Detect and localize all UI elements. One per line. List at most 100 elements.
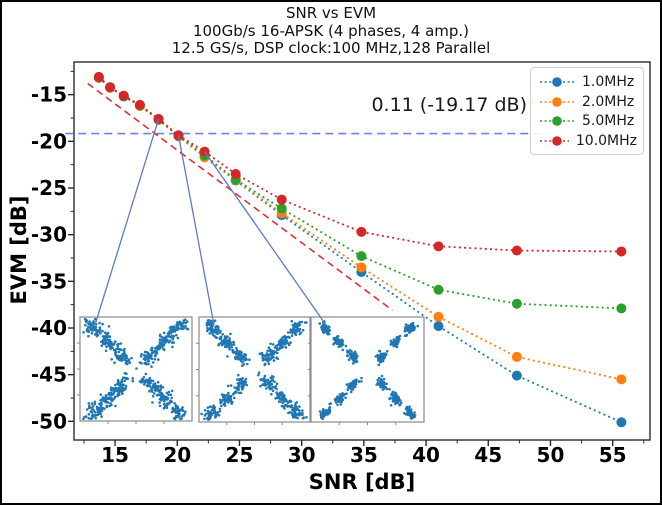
constellation-point	[333, 398, 337, 401]
constellation-point	[96, 408, 100, 412]
constellation-point	[224, 397, 228, 400]
constellation-point	[142, 376, 146, 379]
constellation-point	[267, 382, 271, 385]
constellation-point	[392, 396, 396, 399]
constellation-point	[105, 345, 108, 349]
constellation-point	[385, 350, 389, 353]
constellation-point	[100, 401, 103, 405]
y-tick-label: -20	[31, 129, 67, 153]
constellation-point	[116, 354, 120, 358]
constellation-point	[147, 359, 150, 363]
constellation-point	[114, 387, 118, 391]
constellation-point	[86, 329, 89, 333]
constellation-point	[117, 358, 120, 361]
constellation-point	[226, 384, 230, 388]
constellation-point	[282, 342, 285, 345]
constellation-point	[295, 401, 299, 404]
constellation-point	[175, 323, 179, 326]
constellation-point	[227, 391, 230, 395]
constellation-point	[151, 401, 154, 404]
constellation-point	[131, 379, 135, 383]
constellation-point	[351, 362, 355, 365]
constellation-point	[379, 385, 382, 389]
data-point	[511, 351, 522, 362]
constellation-point	[94, 416, 97, 420]
constellation-point	[289, 400, 293, 403]
constellation-point	[228, 347, 231, 351]
constellation-point	[147, 354, 150, 357]
constellation-point	[321, 413, 325, 417]
constellation-point	[374, 355, 378, 358]
constellation-point	[221, 332, 224, 336]
constellation-point	[328, 406, 332, 409]
constellation-point	[360, 380, 363, 383]
constellation-point	[176, 411, 180, 414]
constellation-point	[116, 345, 119, 348]
constellation-point	[138, 361, 142, 364]
constellation-point	[214, 414, 217, 418]
constellation-point	[286, 331, 290, 334]
constellation-point	[179, 323, 183, 326]
constellation-point	[104, 394, 108, 397]
constellation-point	[335, 342, 339, 346]
constellation-point	[182, 321, 185, 324]
constellation-point	[206, 417, 209, 420]
constellation-point	[349, 390, 353, 394]
constellation-point	[352, 352, 355, 355]
constellation-point	[298, 327, 302, 331]
legend-marker-icon	[540, 96, 574, 107]
data-point	[118, 90, 129, 101]
constellation-point	[377, 376, 381, 380]
constellation-point	[180, 417, 183, 420]
constellation-point	[122, 350, 126, 354]
constellation-point	[176, 405, 179, 409]
constellation-point	[263, 354, 267, 357]
constellation-point	[376, 378, 380, 382]
constellation-point	[244, 377, 248, 381]
legend-label: 2.0MHz	[582, 93, 635, 110]
constellation-point	[389, 339, 393, 343]
constellation-point	[326, 332, 329, 335]
constellation-point	[171, 345, 174, 349]
constellation-point	[152, 384, 155, 387]
constellation-point	[151, 346, 154, 350]
constellation-point	[110, 386, 113, 390]
constellation-point	[259, 384, 262, 388]
constellation-point	[109, 396, 113, 399]
constellation-point	[294, 333, 298, 337]
constellation-point	[148, 380, 152, 383]
constellation-point	[405, 333, 409, 337]
constellation-point	[162, 406, 166, 410]
constellation-point	[100, 344, 104, 348]
constellation-point	[404, 323, 408, 326]
constellation-point	[271, 386, 275, 389]
constellation-point	[213, 335, 216, 338]
constellation-point	[124, 387, 127, 390]
constellation-point	[381, 352, 384, 356]
constellation-point	[356, 354, 359, 358]
y-axis-label: EVM [dB]	[7, 195, 31, 304]
constellation-point	[227, 395, 231, 399]
constellation-point	[380, 357, 383, 361]
constellation-point	[161, 397, 165, 401]
constellation-point	[397, 337, 401, 341]
constellation-point	[114, 354, 118, 357]
constellation-point	[239, 391, 243, 395]
constellation-point	[282, 394, 286, 397]
y-tick-label: -50	[31, 409, 67, 433]
constellation-point	[120, 390, 124, 394]
constellation-point	[98, 321, 101, 325]
constellation-point	[416, 324, 420, 328]
constellation-point	[327, 325, 330, 328]
constellation-point	[338, 396, 342, 399]
constellation-point	[85, 408, 89, 411]
constellation-point	[239, 381, 242, 385]
data-point	[93, 71, 104, 82]
constellation-point	[397, 340, 400, 343]
constellation-point	[266, 378, 270, 382]
constellation-point	[99, 405, 103, 408]
constellation-point	[207, 413, 211, 416]
constellation-point	[93, 402, 97, 406]
constellation-point	[97, 329, 101, 332]
